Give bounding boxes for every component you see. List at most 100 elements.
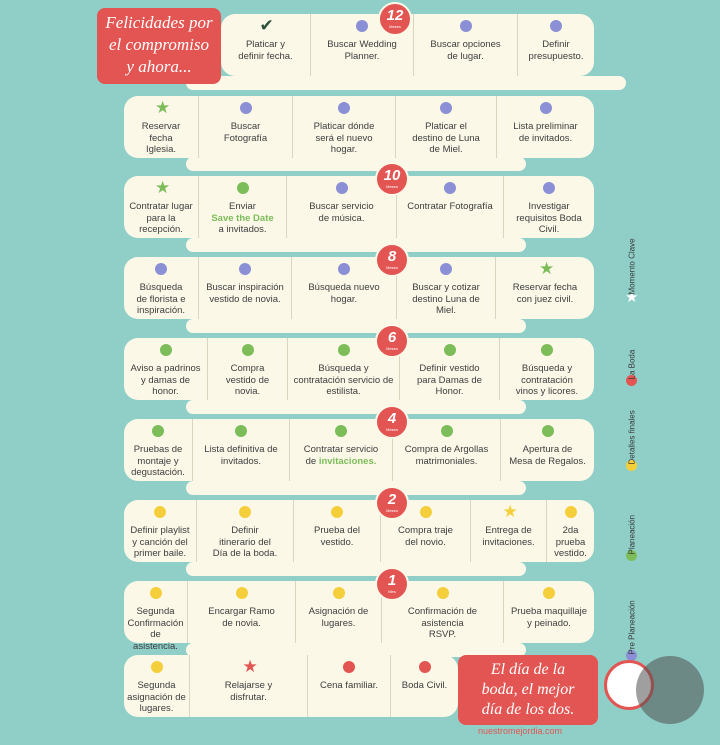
star-icon: ★ [539,259,555,278]
task-label-line: requisitos Boda [516,212,582,224]
task-label-line: fecha [149,132,173,144]
task-label-line: invitaciones. [482,536,535,548]
task-cell: Buscar Wedding Planner. [311,14,414,76]
months-number: 12 [386,7,404,24]
months-unit: Mes [388,589,396,594]
task-label-line: Lista preliminar [513,121,578,132]
task-label-line: de Miel. [429,144,463,155]
task-label: Segunda asignación de lugares. [127,680,186,715]
task-label-line: Enviar [229,201,256,212]
task-label: Buscar opciones de lugar. [417,39,514,62]
highlight-word: invitaciones. [318,455,377,467]
task-label: Relajarse y disfrutar. [193,680,304,703]
task-label-line: Entrega de [485,525,532,536]
task-cell: Buscar Fotografía [199,96,293,158]
status-dot-icon [337,344,350,356]
status-dot-icon [338,102,350,114]
task-cell: Platicar dónde será el nuevo hogar. [293,96,396,158]
task-cell: Definir itinerario del Día de la boda. [197,500,294,562]
task-cell: Confirmación de asistencia RSVP. [382,581,504,643]
task-label: Prueba del vestido. [297,525,377,548]
task-label: Platicar dónde será el nuevo hogar. [296,121,392,156]
task-label-line: honor. [152,386,179,397]
task-label: Aviso a padrinos y damas de honor. [127,363,204,398]
outro-box: El día de la boda, el mejor día de los d… [458,655,598,725]
status-dot-icon [356,20,368,32]
task-cell: Asignación de lugares. [296,581,382,643]
months-number: 6 [387,329,397,346]
task-label-line: Confirmación [127,617,184,629]
task-label-line: novia. [234,386,261,397]
task-label-line: vestido. [320,536,354,548]
task-cell: Enviar Save the Date a invitados. [199,176,287,238]
star-icon: ★ [242,657,258,676]
months-badge: 1 Mes [375,567,409,601]
status-dot-icon [419,506,432,518]
task-label-line: recepción. [139,224,183,235]
task-label: Definir playlist y canción del primer bail… [127,525,193,560]
task-label-line: Contratar lugar [129,201,193,212]
task-label: Contratar Fotografía [400,201,500,213]
path-connector [186,643,526,657]
task-label: Definir vestido para Damas de Honor. [403,363,496,398]
status-dot-icon [239,102,252,114]
website-link[interactable]: nuestromejordia.com [478,726,563,736]
task-label-line: con juez civil. [516,293,574,305]
task-cell: Apertura de Mesa de Regalos. [501,419,594,481]
intro-line-3: y ahora... [126,57,192,76]
task-label: Buscar inspiración vestido de novia. [202,282,288,305]
task-label-line: Buscar servicio [309,201,374,212]
task-label-line: itinerario del [219,536,271,548]
task-label-line: de novia. [222,617,261,629]
timeline-row: ★ Contratar lugar para la recepción. Enviar S… [124,176,594,238]
task-label-line: Buscar opciones [430,39,501,50]
task-label-line: hogar. [330,293,358,305]
task-label-line: Segunda [136,606,175,617]
task-label-line: Búsqueda y [521,363,573,374]
path-connector [186,157,526,171]
legend-dot-icon [626,375,637,386]
task-cell: Aviso a padrinos y damas de honor. [124,338,208,400]
task-label-line: a invitados. [218,224,267,235]
task-label-line: Relajarse y [224,680,273,691]
task-label-line: Prueba maquillaje [510,606,588,617]
task-label-line: estilista. [326,386,361,397]
task-label: Búsqueda de florista e inspiración. [127,282,195,317]
task-label-line: Mesa de Regalos. [509,455,586,467]
task-label-line: disfrutar. [230,691,267,703]
task-label-line: Compra de Argollas [404,444,489,455]
legend-dot-icon [626,460,637,471]
task-label-line: Asignación de [308,606,369,617]
task-label-line: Iglesia. [145,144,177,155]
task-label-line: Día de la boda. [212,548,278,559]
status-dot-icon [541,425,554,437]
outro-line-3: día de los dos. [481,701,575,718]
months-badge: 4 Meses [375,405,409,439]
task-cell: Investigar requisitos Boda Civil. [504,176,594,238]
task-label: Encargar Ramo de novia. [191,606,292,629]
task-cell: Compra traje del novio. [381,500,471,562]
task-label-line: Buscar y cotizar [412,282,480,293]
task-cell: Cena familiar. [308,655,391,717]
task-label: Segunda Confirmación de asistencia. [127,606,184,652]
task-label: Entrega de invitaciones. [474,525,543,548]
task-label-line: Contratar servicio [303,444,379,455]
task-label-line: Definir playlist [130,525,190,536]
timeline-row: Aviso a padrinos y damas de honor. Compra ve… [124,338,594,400]
task-label-line: Compra [230,363,265,374]
task-label-line: RSVP. [428,629,457,640]
timeline-row: Pruebas de montaje y degustación. Lista def… [124,419,594,481]
task-label: Lista definitiva de invitados. [196,444,286,467]
task-label-line: y canción del [132,536,188,548]
timeline-row: ★ Reservar fecha Iglesia. Buscar Fotografía Pl… [124,96,594,158]
task-cell: Búsqueda y contratación vinos y licores. [500,338,594,400]
star-icon: ★ [502,502,518,521]
task-label-line: Confirmación de [407,606,478,617]
status-dot-icon [436,587,449,599]
task-label: 2da prueba vestido. [550,525,591,560]
expand-icon[interactable] [636,656,704,724]
intro-box: Felicidades por el compromiso y ahora... [97,8,221,84]
task-cell: Contratar servicio de invitaciones. [290,419,393,481]
task-label-line: matrimoniales. [415,455,478,467]
